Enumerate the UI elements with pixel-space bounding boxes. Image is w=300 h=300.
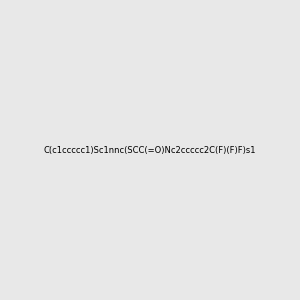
Text: C(c1ccccc1)Sc1nnc(SCC(=O)Nc2ccccc2C(F)(F)F)s1: C(c1ccccc1)Sc1nnc(SCC(=O)Nc2ccccc2C(F)(F… — [44, 146, 256, 154]
